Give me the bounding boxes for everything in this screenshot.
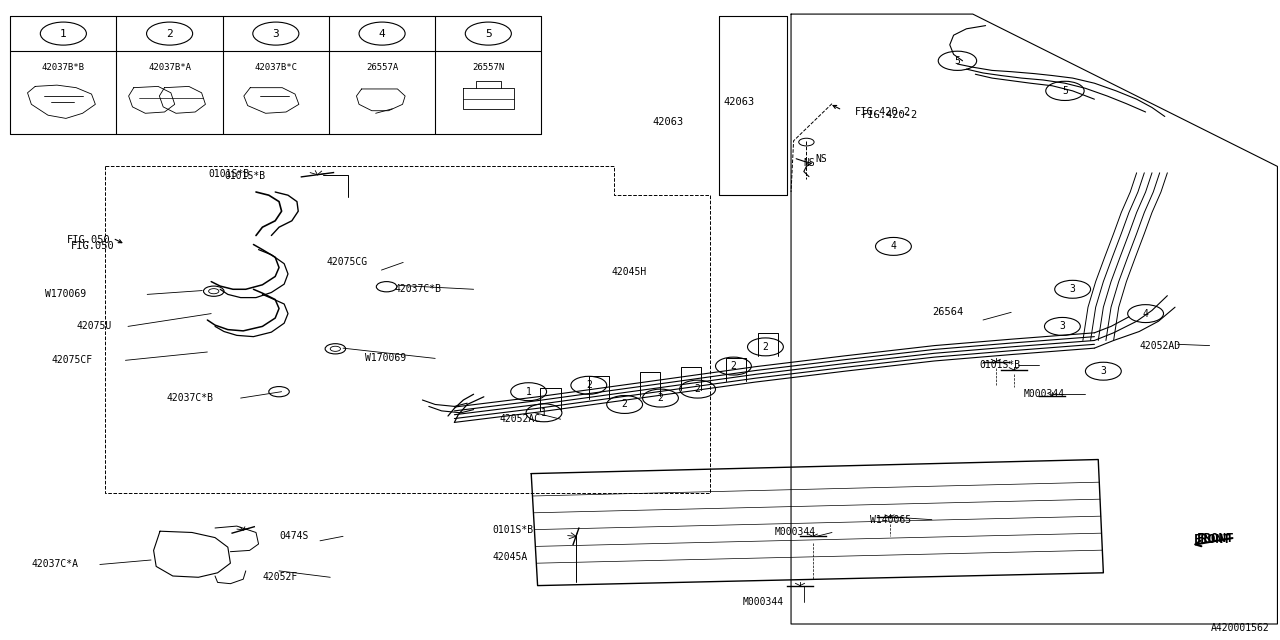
Text: 42037C*B: 42037C*B xyxy=(394,284,442,294)
Text: FRONT: FRONT xyxy=(1197,532,1234,545)
Text: 2: 2 xyxy=(622,399,627,410)
Text: W170069: W170069 xyxy=(365,353,406,364)
Text: FIG.420-2: FIG.420-2 xyxy=(855,107,911,117)
Text: FRONT: FRONT xyxy=(1194,533,1231,546)
Text: FIG.050: FIG.050 xyxy=(70,241,114,252)
Text: 42037B*A: 42037B*A xyxy=(148,63,191,72)
Text: 42075U: 42075U xyxy=(77,321,113,332)
Text: 42075CG: 42075CG xyxy=(326,257,367,268)
Text: 42063: 42063 xyxy=(723,97,754,108)
Text: 2: 2 xyxy=(166,29,173,38)
Text: FIG.050: FIG.050 xyxy=(67,235,110,245)
Text: 4: 4 xyxy=(379,29,385,38)
Text: M000344: M000344 xyxy=(742,596,783,607)
Text: A420001562: A420001562 xyxy=(1211,623,1270,634)
Text: 3: 3 xyxy=(1070,284,1075,294)
Text: 4: 4 xyxy=(891,241,896,252)
Text: 2: 2 xyxy=(695,384,700,394)
Text: 42052AC: 42052AC xyxy=(499,414,540,424)
Text: 26557N: 26557N xyxy=(472,63,504,72)
Text: 0101S*B: 0101S*B xyxy=(493,525,534,535)
Text: 1: 1 xyxy=(541,408,547,418)
Text: 0101S*B: 0101S*B xyxy=(209,169,250,179)
Text: 1: 1 xyxy=(526,387,531,397)
Text: 0474S: 0474S xyxy=(279,531,308,541)
Text: 2: 2 xyxy=(731,361,736,371)
Text: 2: 2 xyxy=(658,393,663,403)
Text: NS: NS xyxy=(815,154,827,164)
Text: 42037B*C: 42037B*C xyxy=(255,63,297,72)
Text: 5: 5 xyxy=(1062,86,1068,96)
Text: 0101S*B: 0101S*B xyxy=(979,360,1020,370)
Text: 26564: 26564 xyxy=(932,307,963,317)
Text: 42045A: 42045A xyxy=(493,552,529,562)
Text: 42052F: 42052F xyxy=(262,572,298,582)
Text: M000344: M000344 xyxy=(1024,388,1065,399)
Text: 42063: 42063 xyxy=(653,116,684,127)
Text: 42037C*A: 42037C*A xyxy=(32,559,79,570)
Text: 5: 5 xyxy=(955,56,960,66)
Text: 42052AD: 42052AD xyxy=(1139,340,1180,351)
Text: 2: 2 xyxy=(763,342,768,352)
Text: 4: 4 xyxy=(1143,308,1148,319)
Text: 3: 3 xyxy=(1101,366,1106,376)
Text: 42037C*B: 42037C*B xyxy=(166,393,214,403)
Text: NS: NS xyxy=(804,158,815,168)
Text: 42037B*B: 42037B*B xyxy=(42,63,84,72)
Text: 0101S*B: 0101S*B xyxy=(224,171,265,181)
Text: 42045H: 42045H xyxy=(612,267,648,277)
Text: 2: 2 xyxy=(586,380,591,390)
Text: M000344: M000344 xyxy=(774,527,815,538)
Text: 3: 3 xyxy=(1060,321,1065,332)
Text: 1: 1 xyxy=(60,29,67,38)
Text: W140065: W140065 xyxy=(870,515,911,525)
Text: 5: 5 xyxy=(485,29,492,38)
Text: W170069: W170069 xyxy=(45,289,86,300)
Text: FIG.420-2: FIG.420-2 xyxy=(861,110,918,120)
Text: 42075CF: 42075CF xyxy=(51,355,92,365)
Text: 3: 3 xyxy=(273,29,279,38)
Text: 26557A: 26557A xyxy=(366,63,398,72)
